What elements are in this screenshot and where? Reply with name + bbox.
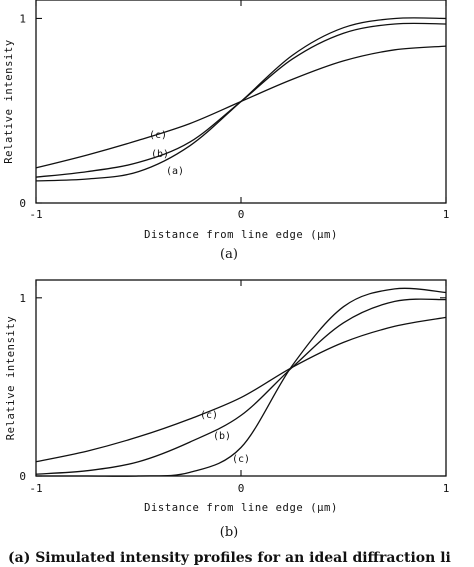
series-label-1: (b)	[151, 149, 169, 160]
y-tick-label: 1	[19, 12, 26, 25]
series-line-0	[35, 17, 447, 182]
series-label-1: (b)	[213, 431, 231, 442]
y-tick-label: 1	[19, 292, 26, 305]
y-axis-title: Relative intensity	[5, 316, 17, 441]
x-axis-title: Distance from line edge (μm)	[144, 502, 338, 514]
x-tick-label: -1	[29, 482, 42, 495]
panel-label: (a)	[220, 247, 238, 262]
panel-label: (b)	[220, 525, 238, 540]
series-line-2	[35, 316, 447, 463]
figure-caption: (a) Simulated intensity profiles for an …	[8, 550, 451, 566]
x-axis-title: Distance from line edge (μm)	[144, 229, 338, 241]
series-label-0: (c)	[232, 454, 250, 465]
series-line-1	[35, 298, 447, 475]
series-line-0	[35, 287, 447, 477]
y-axis-title: Relative intensity	[3, 39, 15, 164]
series-label-0: (a)	[166, 166, 184, 177]
y-tick-label: 0	[19, 470, 26, 483]
y-tick-label: 0	[19, 197, 26, 210]
x-tick-label: 1	[443, 482, 450, 495]
x-tick-label: -1	[29, 208, 42, 221]
series-label-2: (c)	[149, 130, 167, 141]
series-line-2	[35, 45, 447, 169]
series-label-2: (c)	[200, 410, 218, 421]
series-line-1	[35, 22, 447, 178]
x-tick-label: 0	[238, 208, 245, 221]
x-tick-label: 1	[443, 208, 450, 221]
x-tick-label: 0	[238, 482, 245, 495]
